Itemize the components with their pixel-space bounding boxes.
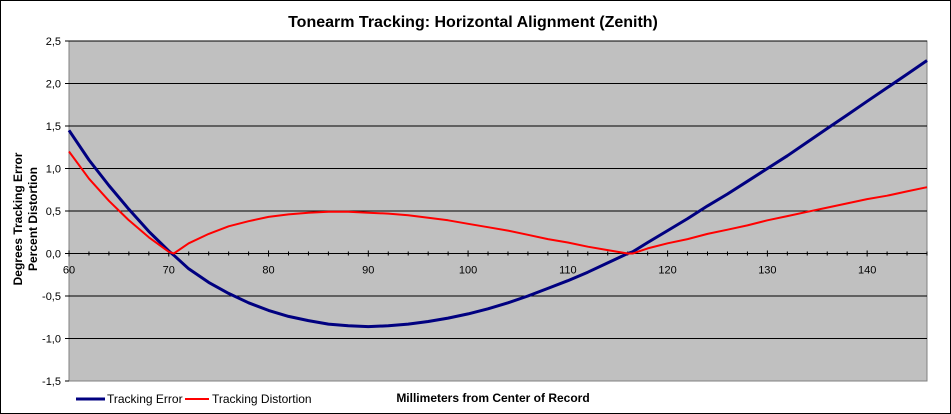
x-tick-label: 140 — [858, 265, 876, 277]
series-lines — [67, 59, 928, 329]
x-tick-label: 60 — [63, 265, 75, 277]
grid-lines — [65, 40, 928, 382]
x-tick-label: 100 — [459, 265, 477, 277]
series-line-tracking-distortion — [68, 150, 928, 255]
y-tick-label: 2,5 — [46, 36, 61, 48]
y-tick-label: 0,5 — [46, 206, 61, 218]
legend: Tracking Error Tracking Distortion — [76, 392, 312, 406]
y-tick-label: -1,0 — [42, 334, 61, 346]
y-tick-label: -0,5 — [42, 291, 61, 303]
chart-title: Tonearm Tracking: Horizontal Alignment (… — [288, 14, 658, 31]
x-tick-label: 120 — [658, 265, 676, 277]
y-tick-label: -1,5 — [42, 376, 61, 388]
y-tick-label: 1,5 — [46, 121, 61, 133]
x-tick-label: 90 — [362, 265, 374, 277]
legend-label-tracking-distortion: Tracking Distortion — [212, 392, 312, 406]
x-tick-label: 110 — [559, 265, 577, 277]
x-tick-labels: 60 70 80 90 100 110 120 130 140 — [63, 265, 876, 277]
x-tick-label: 80 — [262, 265, 274, 277]
x-tick-label: 70 — [163, 265, 175, 277]
y-axis-title-line2: Percent Distortion — [26, 167, 40, 271]
x-tick-label: 130 — [758, 265, 776, 277]
legend-label-tracking-error: Tracking Error — [107, 392, 183, 406]
series-line-tracking-error — [67, 59, 928, 329]
y-tick-labels: -1,5 -1,0 -0,5 0,0 0,5 1,0 1,5 2,0 2,5 — [42, 36, 61, 388]
y-axis-title-line1: Degrees Tracking Error — [11, 152, 25, 285]
x-axis-title: Millimeters from Center of Record — [396, 391, 589, 405]
y-tick-label: 0,0 — [46, 249, 61, 261]
y-tick-label: 2,0 — [46, 79, 61, 91]
y-tick-label: 1,0 — [46, 164, 61, 176]
